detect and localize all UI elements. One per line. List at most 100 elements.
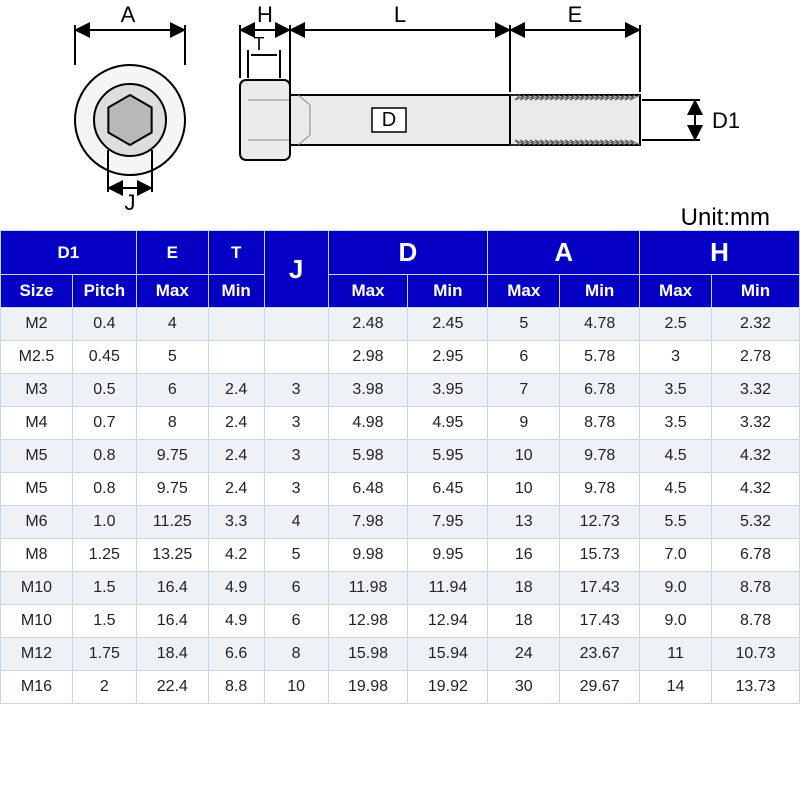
cell-hmin: 6.78 xyxy=(712,539,800,572)
cell-amax: 24 xyxy=(488,638,560,671)
cell-dmin: 12.94 xyxy=(408,605,488,638)
spec-table-wrap: D1 E T J D A H Size Pitch Max Min Max Mi… xyxy=(0,230,800,704)
cell-pitch: 0.5 xyxy=(72,374,136,407)
cell-size: M2.5 xyxy=(1,341,73,374)
cell-size: M2 xyxy=(1,308,73,341)
cell-tmin: 4.9 xyxy=(208,572,264,605)
cell-tmin: 2.4 xyxy=(208,440,264,473)
cell-dmin: 9.95 xyxy=(408,539,488,572)
cell-amax: 7 xyxy=(488,374,560,407)
table-row: M81.2513.254.259.989.951615.737.06.78 xyxy=(1,539,800,572)
cell-dmin: 2.95 xyxy=(408,341,488,374)
label-D1: D1 xyxy=(712,108,740,133)
cell-dmax: 19.98 xyxy=(328,671,408,704)
cell-dmax: 15.98 xyxy=(328,638,408,671)
cell-hmax: 9.0 xyxy=(640,605,712,638)
cell-dmax: 5.98 xyxy=(328,440,408,473)
cell-emax: 16.4 xyxy=(136,572,208,605)
label-A: A xyxy=(121,2,136,27)
cell-pitch: 0.4 xyxy=(72,308,136,341)
cell-j xyxy=(264,308,328,341)
cell-size: M3 xyxy=(1,374,73,407)
hdr-DMax: Max xyxy=(328,275,408,308)
cell-hmax: 2.5 xyxy=(640,308,712,341)
hdr-H: H xyxy=(640,231,800,275)
label-E: E xyxy=(568,2,583,27)
label-D: D xyxy=(382,109,396,131)
cell-dmax: 4.98 xyxy=(328,407,408,440)
cell-pitch: 2 xyxy=(72,671,136,704)
cell-tmin: 4.9 xyxy=(208,605,264,638)
bolt-diagram: A J xyxy=(0,0,800,230)
cell-hmax: 9.0 xyxy=(640,572,712,605)
table-row: M101.516.44.9612.9812.941817.439.08.78 xyxy=(1,605,800,638)
cell-emax: 5 xyxy=(136,341,208,374)
dim-A: A xyxy=(75,2,185,65)
dim-D1: D1 xyxy=(642,100,740,140)
hdr-EMax: Max xyxy=(136,275,208,308)
cell-hmax: 3.5 xyxy=(640,407,712,440)
hdr-HMin: Min xyxy=(712,275,800,308)
cell-hmax: 11 xyxy=(640,638,712,671)
cell-hmin: 3.32 xyxy=(712,374,800,407)
cell-dmax: 12.98 xyxy=(328,605,408,638)
cell-size: M10 xyxy=(1,605,73,638)
cell-emax: 22.4 xyxy=(136,671,208,704)
cell-dmax: 2.48 xyxy=(328,308,408,341)
cell-tmin xyxy=(208,341,264,374)
table-body: M20.442.482.4554.782.52.32M2.50.4552.982… xyxy=(1,308,800,704)
label-L: L xyxy=(394,2,406,27)
cell-emax: 6 xyxy=(136,374,208,407)
cell-j: 8 xyxy=(264,638,328,671)
cell-dmin: 15.94 xyxy=(408,638,488,671)
table-row: M20.442.482.4554.782.52.32 xyxy=(1,308,800,341)
label-H: H xyxy=(257,2,273,27)
dim-L: L xyxy=(290,2,510,92)
cell-emax: 13.25 xyxy=(136,539,208,572)
cell-amax: 18 xyxy=(488,572,560,605)
cell-emax: 9.75 xyxy=(136,440,208,473)
head-top-view xyxy=(75,65,185,175)
cell-j: 4 xyxy=(264,506,328,539)
cell-pitch: 0.8 xyxy=(72,440,136,473)
cell-amin: 15.73 xyxy=(560,539,640,572)
label-T: T xyxy=(254,34,265,54)
cell-tmin: 4.2 xyxy=(208,539,264,572)
table-row: M61.011.253.347.987.951312.735.55.32 xyxy=(1,506,800,539)
cell-dmax: 6.48 xyxy=(328,473,408,506)
cell-size: M10 xyxy=(1,572,73,605)
cell-hmax: 3.5 xyxy=(640,374,712,407)
cell-amax: 10 xyxy=(488,473,560,506)
hdr-AMax: Max xyxy=(488,275,560,308)
cell-size: M5 xyxy=(1,440,73,473)
dim-E: E xyxy=(510,2,640,92)
table-row: M50.89.752.436.486.45109.784.54.32 xyxy=(1,473,800,506)
cell-amax: 10 xyxy=(488,440,560,473)
cell-hmax: 4.5 xyxy=(640,440,712,473)
cell-emax: 11.25 xyxy=(136,506,208,539)
cell-pitch: 1.75 xyxy=(72,638,136,671)
hdr-D: D xyxy=(328,231,488,275)
table-row: M121.7518.46.6815.9815.942423.671110.73 xyxy=(1,638,800,671)
cell-emax: 16.4 xyxy=(136,605,208,638)
cell-dmin: 2.45 xyxy=(408,308,488,341)
cell-amin: 12.73 xyxy=(560,506,640,539)
hdr-TMin: Min xyxy=(208,275,264,308)
table-row: M16222.48.81019.9819.923029.671413.73 xyxy=(1,671,800,704)
hdr-E: E xyxy=(136,231,208,275)
cell-pitch: 1.5 xyxy=(72,572,136,605)
cell-dmin: 6.45 xyxy=(408,473,488,506)
table-row: M101.516.44.9611.9811.941817.439.08.78 xyxy=(1,572,800,605)
cell-amax: 9 xyxy=(488,407,560,440)
cell-hmax: 5.5 xyxy=(640,506,712,539)
cell-size: M6 xyxy=(1,506,73,539)
cell-amax: 5 xyxy=(488,308,560,341)
cell-amax: 6 xyxy=(488,341,560,374)
cell-hmax: 4.5 xyxy=(640,473,712,506)
hdr-A: A xyxy=(488,231,640,275)
table-row: M40.782.434.984.9598.783.53.32 xyxy=(1,407,800,440)
cell-j: 3 xyxy=(264,473,328,506)
cell-emax: 18.4 xyxy=(136,638,208,671)
cell-amax: 16 xyxy=(488,539,560,572)
cell-tmin xyxy=(208,308,264,341)
